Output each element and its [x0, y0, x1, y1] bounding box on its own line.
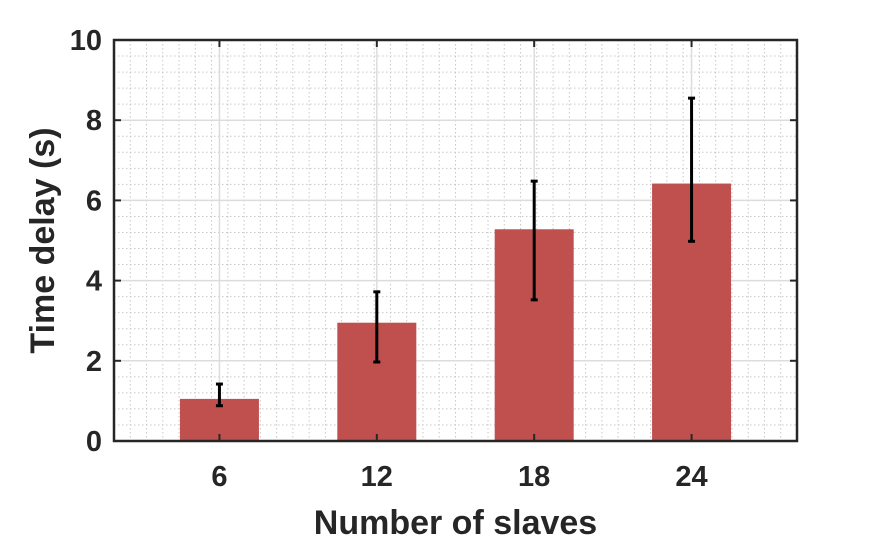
x-tick-label: 24: [675, 461, 707, 493]
error-bar-24: [688, 96, 696, 243]
y-tick-label: 0: [86, 426, 102, 458]
x-tick-labels: 6 12 18 24: [211, 461, 707, 493]
error-bar-12: [373, 290, 381, 364]
error-bar-18: [530, 179, 538, 302]
y-tick-label: 10: [70, 25, 102, 57]
y-tick-labels: 0 2 4 6 8 10: [70, 25, 102, 458]
y-tick-label: 2: [86, 346, 102, 378]
x-tick-label: 18: [518, 461, 550, 493]
plot-frame: [112, 38, 799, 443]
x-axis-label: Number of slaves: [314, 504, 597, 542]
error-bars: [215, 96, 696, 408]
y-tick-label: 8: [86, 105, 102, 137]
error-bar-6: [215, 382, 223, 408]
axes-box: [112, 38, 799, 443]
y-tick-label: 6: [86, 185, 102, 217]
x-tick-label: 6: [211, 461, 227, 493]
y-tick-label: 4: [86, 266, 102, 298]
y-axis-label: Time delay (s): [24, 127, 62, 353]
x-tick-label: 12: [361, 461, 393, 493]
